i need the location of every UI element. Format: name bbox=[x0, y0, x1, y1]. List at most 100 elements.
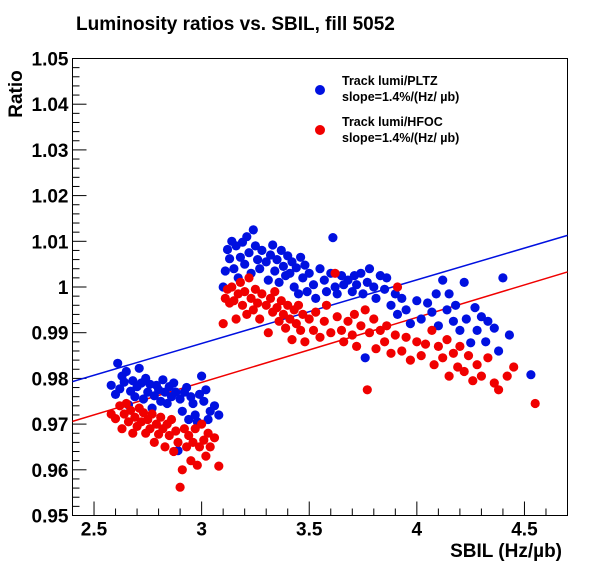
data-point-series-0 bbox=[270, 266, 280, 276]
data-point-series-0 bbox=[194, 389, 205, 399]
data-point-series-0 bbox=[182, 382, 192, 393]
data-point-series-0 bbox=[222, 244, 233, 255]
data-point-series-0 bbox=[416, 314, 426, 324]
data-point-series-0 bbox=[304, 268, 314, 278]
data-point-series-1 bbox=[429, 360, 439, 370]
data-point-series-0 bbox=[526, 370, 536, 380]
data-point-series-1 bbox=[502, 371, 512, 381]
x-axis-label: SBIL (Hz/µb) bbox=[450, 541, 562, 562]
data-point-series-0 bbox=[427, 307, 437, 317]
data-point-series-0 bbox=[401, 305, 411, 315]
data-point-series-1 bbox=[401, 332, 411, 342]
data-point-series-0 bbox=[268, 240, 278, 250]
data-point-series-1 bbox=[448, 348, 458, 358]
y-tick-label: 1 bbox=[58, 278, 69, 299]
x-tick-label: 3.5 bbox=[296, 520, 323, 541]
data-point-series-1 bbox=[173, 437, 183, 447]
data-point-series-1 bbox=[530, 398, 540, 409]
data-point-series-1 bbox=[489, 378, 499, 388]
data-point-series-1 bbox=[459, 366, 469, 377]
data-point-series-0 bbox=[134, 363, 144, 373]
data-point-series-0 bbox=[119, 377, 129, 387]
data-point-series-0 bbox=[302, 287, 312, 297]
data-point-series-0 bbox=[274, 277, 284, 287]
data-point-series-1 bbox=[175, 482, 185, 492]
data-point-series-0 bbox=[362, 277, 372, 287]
data-point-series-1 bbox=[199, 435, 209, 445]
data-point-series-1 bbox=[250, 284, 260, 294]
data-point-series-1 bbox=[349, 309, 359, 319]
data-point-series-1 bbox=[197, 419, 207, 429]
legend-slope-pltz: slope=1.4%/(Hz/ µb) bbox=[342, 90, 459, 104]
data-point-series-0 bbox=[296, 252, 306, 262]
data-point-series-1 bbox=[494, 385, 504, 395]
data-point-series-1 bbox=[227, 282, 237, 292]
data-point-series-0 bbox=[433, 321, 443, 331]
data-point-series-0 bbox=[169, 378, 179, 388]
data-point-series-0 bbox=[347, 287, 357, 297]
data-point-series-1 bbox=[339, 337, 349, 347]
data-point-series-1 bbox=[296, 325, 306, 335]
legend-marker-hfoc bbox=[315, 125, 325, 135]
data-point-series-1 bbox=[270, 287, 280, 297]
data-point-series-0 bbox=[466, 338, 476, 348]
y-tick-label: 1.05 bbox=[32, 50, 69, 71]
data-point-series-1 bbox=[476, 371, 486, 381]
data-point-series-1 bbox=[126, 405, 136, 415]
y-tick-label: 0.96 bbox=[32, 461, 69, 482]
data-point-series-0 bbox=[498, 273, 508, 283]
data-point-series-1 bbox=[298, 309, 308, 319]
fit-line-0 bbox=[72, 234, 568, 383]
data-point-series-1 bbox=[209, 433, 220, 443]
data-point-series-0 bbox=[311, 293, 321, 303]
data-point-series-1 bbox=[371, 344, 381, 354]
data-point-series-0 bbox=[455, 325, 465, 335]
data-point-series-0 bbox=[371, 293, 381, 303]
data-point-series-0 bbox=[293, 289, 304, 299]
data-point-series-1 bbox=[138, 408, 149, 418]
data-point-series-0 bbox=[489, 323, 499, 333]
data-point-series-1 bbox=[416, 351, 426, 361]
data-point-series-1 bbox=[203, 428, 213, 438]
data-point-series-1 bbox=[263, 328, 273, 338]
data-point-series-1 bbox=[287, 335, 297, 345]
data-point-series-1 bbox=[291, 319, 301, 329]
data-point-series-1 bbox=[179, 424, 189, 434]
data-point-series-0 bbox=[494, 346, 504, 356]
data-point-series-1 bbox=[261, 300, 271, 310]
legend: Track lumi/PLTZ slope=1.4%/(Hz/ µb) Trac… bbox=[315, 74, 459, 145]
data-point-series-1 bbox=[453, 362, 463, 372]
data-point-series-1 bbox=[281, 323, 291, 333]
data-point-series-0 bbox=[188, 398, 198, 409]
y-tick-label: 1.03 bbox=[32, 141, 69, 162]
data-point-series-1 bbox=[253, 298, 263, 308]
data-point-series-0 bbox=[175, 394, 185, 404]
data-point-series-1 bbox=[117, 424, 127, 434]
data-point-series-1 bbox=[123, 417, 134, 427]
data-point-series-0 bbox=[261, 257, 271, 267]
data-point-series-1 bbox=[237, 300, 248, 310]
data-point-series-1 bbox=[182, 442, 192, 452]
data-point-series-1 bbox=[184, 430, 194, 441]
data-point-series-1 bbox=[149, 437, 159, 447]
data-point-series-1 bbox=[188, 437, 198, 447]
data-point-series-0 bbox=[431, 289, 441, 299]
data-point-series-1 bbox=[509, 362, 519, 372]
data-point-series-1 bbox=[364, 328, 375, 338]
legend-label-hfoc: Track lumi/HFOC bbox=[342, 115, 443, 129]
data-point-series-1 bbox=[468, 376, 478, 386]
data-point-series-0 bbox=[451, 300, 461, 310]
y-tick-label: 1.02 bbox=[32, 187, 69, 208]
data-point-series-1 bbox=[177, 465, 187, 475]
legend-slope-hfoc: slope=1.4%/(Hz/ µb) bbox=[342, 131, 459, 145]
data-point-series-1 bbox=[442, 335, 452, 345]
data-point-series-1 bbox=[156, 412, 166, 422]
data-point-series-0 bbox=[397, 293, 407, 303]
data-point-series-0 bbox=[472, 325, 482, 335]
y-tick-label: 1.04 bbox=[32, 95, 69, 116]
data-point-series-1 bbox=[285, 314, 295, 324]
data-point-series-1 bbox=[356, 321, 366, 331]
data-point-series-1 bbox=[397, 346, 407, 356]
data-point-series-1 bbox=[169, 446, 179, 457]
